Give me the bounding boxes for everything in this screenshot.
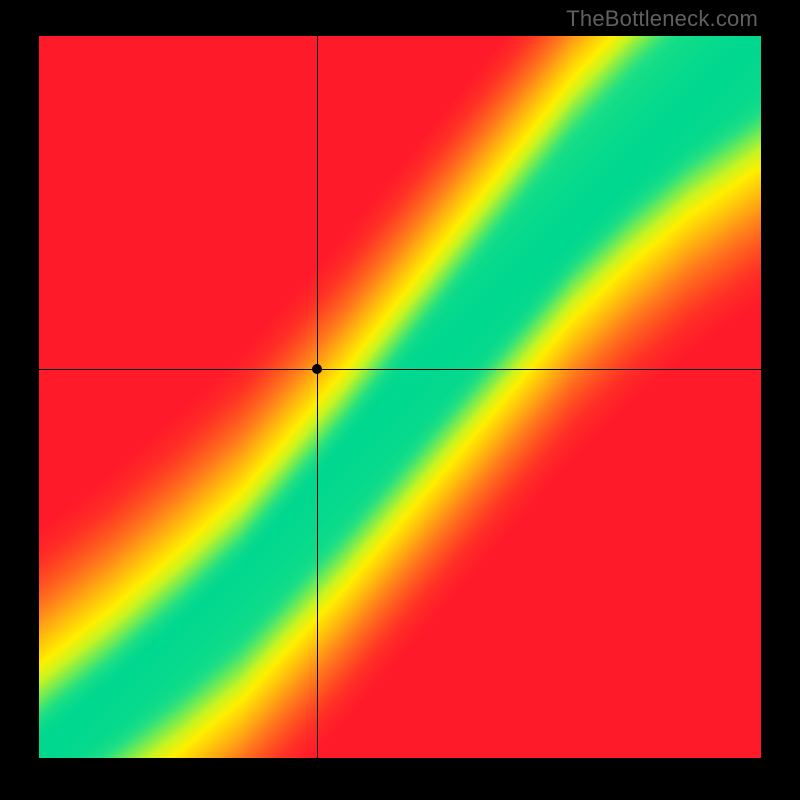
heatmap-plot xyxy=(39,36,761,758)
crosshair-vertical xyxy=(317,36,318,758)
crosshair-horizontal xyxy=(39,369,761,370)
heatmap-canvas xyxy=(39,36,761,758)
crosshair-marker xyxy=(312,364,322,374)
watermark-text: TheBottleneck.com xyxy=(566,6,758,32)
